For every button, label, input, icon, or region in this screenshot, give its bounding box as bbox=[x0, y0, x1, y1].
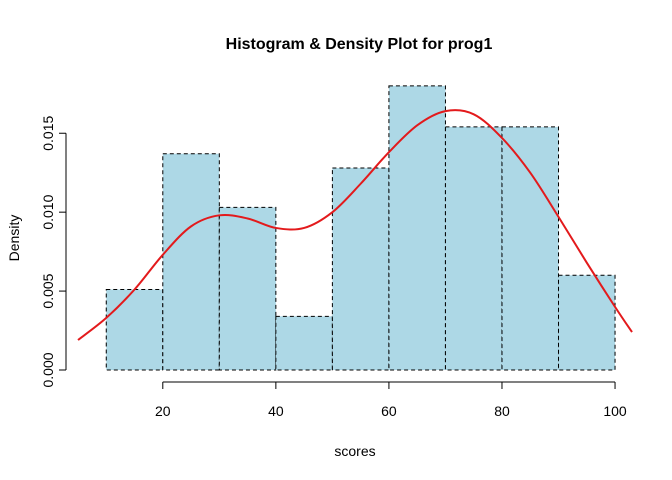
histogram-bars bbox=[105, 85, 616, 371]
x-tick-label: 40 bbox=[268, 403, 284, 419]
histogram-bar-8 bbox=[501, 126, 560, 371]
x-tick-label: 20 bbox=[155, 403, 171, 419]
x-tick-label: 60 bbox=[381, 403, 397, 419]
histogram-bar-4 bbox=[275, 315, 333, 371]
histogram-bar-6 bbox=[388, 85, 446, 371]
x-tick-label: 80 bbox=[494, 403, 510, 419]
histogram-bar-3 bbox=[218, 206, 277, 371]
y-axis-label: Density bbox=[6, 215, 22, 262]
y-tick-label: 0.015 bbox=[40, 116, 56, 151]
x-tick-label: 100 bbox=[603, 403, 627, 419]
density-curve-layer bbox=[77, 109, 633, 341]
x-axis: 20 40 60 80 100 bbox=[155, 381, 627, 419]
y-tick-label: 0.005 bbox=[40, 273, 56, 308]
density-curve-line bbox=[77, 109, 633, 341]
y-tick-label: 0.010 bbox=[40, 194, 56, 229]
y-axis: 0.000 0.005 0.010 0.015 bbox=[40, 116, 67, 388]
histogram-bar-9 bbox=[558, 274, 616, 371]
histogram-bar-2 bbox=[162, 153, 220, 371]
y-tick-label: 0.000 bbox=[40, 352, 56, 387]
histogram-bar-7 bbox=[444, 126, 503, 371]
histogram-bar-5 bbox=[331, 167, 390, 371]
chart-title: Histogram & Density Plot for prog1 bbox=[226, 36, 493, 53]
histogram-bar-1 bbox=[105, 289, 164, 371]
x-axis-label: scores bbox=[334, 443, 375, 459]
